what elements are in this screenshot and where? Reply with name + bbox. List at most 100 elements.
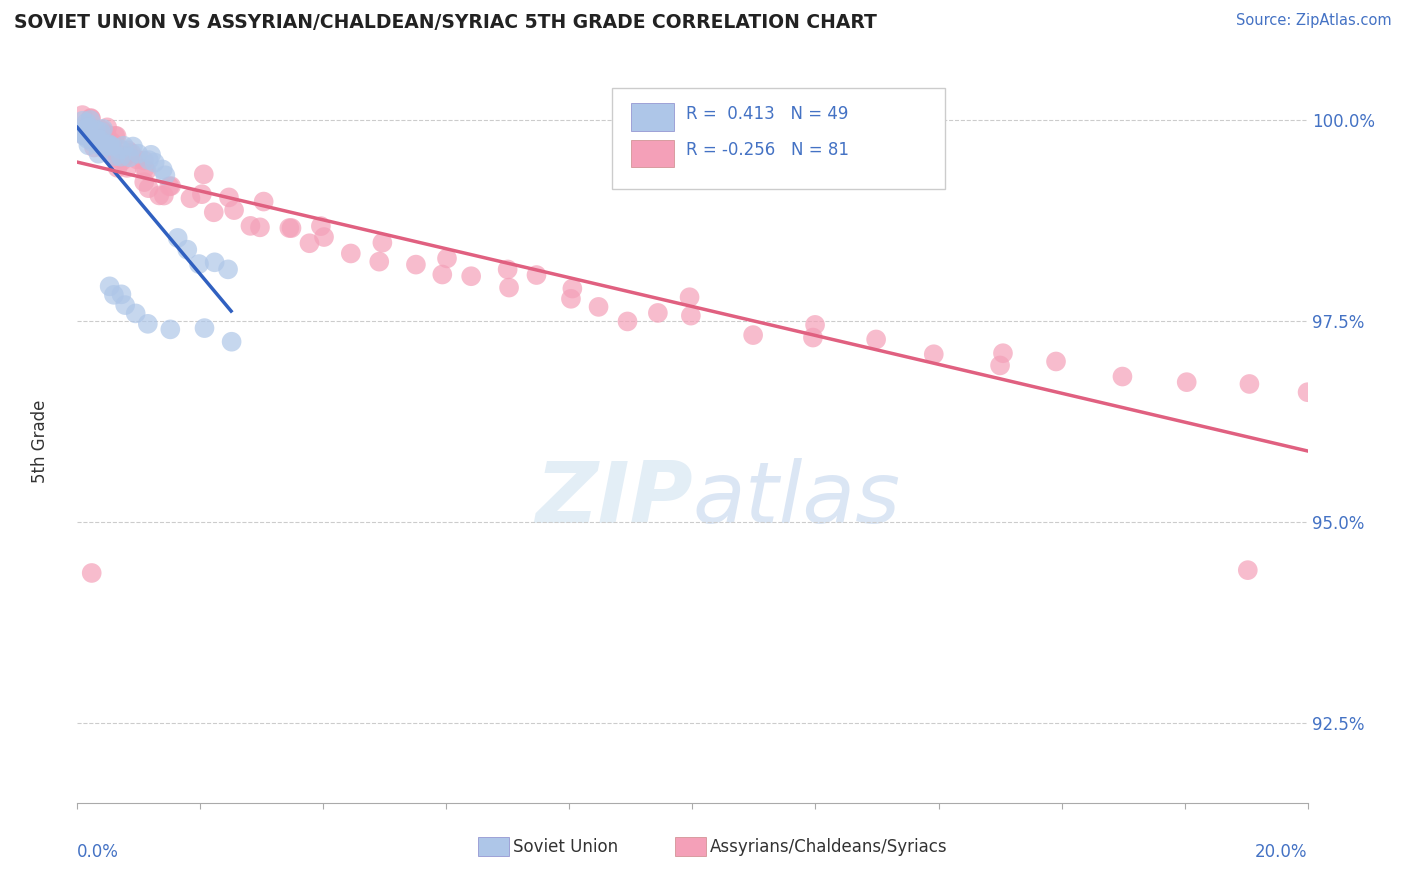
Point	[75, 128, 97, 143]
Point	[100, 139, 122, 153]
Point	[678, 290, 700, 304]
Point	[90, 139, 112, 153]
Point	[340, 246, 363, 260]
Point	[152, 162, 174, 177]
Point	[239, 219, 262, 233]
Point	[222, 203, 245, 218]
Point	[432, 268, 454, 282]
Point	[742, 328, 765, 343]
Point	[368, 254, 391, 268]
Point	[1045, 354, 1067, 368]
Point	[69, 125, 91, 139]
Text: R =  0.413   N = 49: R = 0.413 N = 49	[686, 105, 849, 123]
Point	[114, 298, 136, 312]
Point	[138, 153, 160, 168]
Point	[91, 123, 114, 137]
Point	[179, 191, 201, 205]
Point	[249, 220, 271, 235]
Point	[176, 243, 198, 257]
Point	[80, 566, 103, 580]
Point	[188, 257, 211, 271]
Point	[101, 135, 124, 149]
Point	[96, 120, 118, 135]
FancyBboxPatch shape	[631, 103, 673, 131]
Text: Source: ZipAtlas.com: Source: ZipAtlas.com	[1236, 13, 1392, 29]
Text: Assyrians/Chaldeans/Syriacs: Assyrians/Chaldeans/Syriacs	[710, 838, 948, 855]
Point	[72, 113, 94, 128]
Point	[801, 330, 824, 344]
Point	[143, 155, 166, 169]
Point	[115, 161, 138, 175]
Point	[97, 138, 120, 153]
Point	[125, 306, 148, 320]
Point	[127, 146, 149, 161]
Point	[134, 175, 156, 189]
Point	[138, 181, 160, 195]
Text: Soviet Union: Soviet Union	[513, 838, 619, 855]
Point	[865, 333, 887, 347]
Point	[218, 190, 240, 204]
Point	[87, 132, 110, 146]
Point	[86, 136, 108, 150]
Text: 0.0%: 0.0%	[77, 843, 120, 861]
Point	[1236, 563, 1258, 577]
Point	[1175, 375, 1198, 389]
Point	[157, 179, 180, 194]
Point	[204, 255, 226, 269]
Point	[122, 139, 145, 153]
Point	[155, 169, 177, 183]
Point	[135, 163, 157, 178]
Point	[922, 347, 945, 361]
Point	[103, 288, 125, 302]
Point	[89, 131, 111, 145]
Point	[96, 144, 118, 158]
Point	[371, 235, 394, 250]
Point	[110, 287, 132, 301]
Text: 5th Grade: 5th Grade	[31, 400, 49, 483]
Point	[160, 179, 183, 194]
Point	[86, 136, 108, 151]
Text: 20.0%: 20.0%	[1256, 843, 1308, 861]
Point	[988, 359, 1011, 373]
Point	[107, 161, 129, 175]
Point	[496, 262, 519, 277]
Point	[104, 128, 127, 143]
Point	[91, 121, 114, 136]
Point	[117, 144, 139, 158]
Point	[79, 130, 101, 145]
Point	[498, 280, 520, 294]
Point	[436, 252, 458, 266]
Point	[77, 138, 100, 153]
Point	[460, 269, 482, 284]
Point	[115, 148, 138, 162]
Point	[217, 262, 239, 277]
Point	[105, 128, 128, 143]
Point	[561, 281, 583, 295]
Point	[82, 135, 104, 149]
Point	[159, 322, 181, 336]
Point	[202, 205, 225, 219]
Point	[309, 219, 332, 234]
Point	[166, 231, 188, 245]
Point	[120, 146, 142, 161]
Point	[1239, 376, 1261, 391]
Point	[105, 146, 128, 161]
Text: atlas: atlas	[693, 458, 900, 541]
Point	[73, 128, 96, 142]
Point	[98, 137, 121, 152]
Text: SOVIET UNION VS ASSYRIAN/CHALDEAN/SYRIAC 5TH GRADE CORRELATION CHART: SOVIET UNION VS ASSYRIAN/CHALDEAN/SYRIAC…	[14, 13, 877, 32]
Point	[312, 230, 335, 244]
Point	[76, 132, 98, 146]
Point	[526, 268, 548, 282]
Point	[139, 148, 162, 162]
Point	[98, 279, 121, 293]
Point	[253, 194, 276, 209]
Point	[405, 258, 427, 272]
Point	[193, 167, 215, 181]
Point	[991, 346, 1014, 360]
Point	[87, 146, 110, 161]
Point	[1296, 385, 1319, 400]
Point	[77, 120, 100, 135]
Point	[125, 153, 148, 167]
Point	[107, 152, 129, 166]
